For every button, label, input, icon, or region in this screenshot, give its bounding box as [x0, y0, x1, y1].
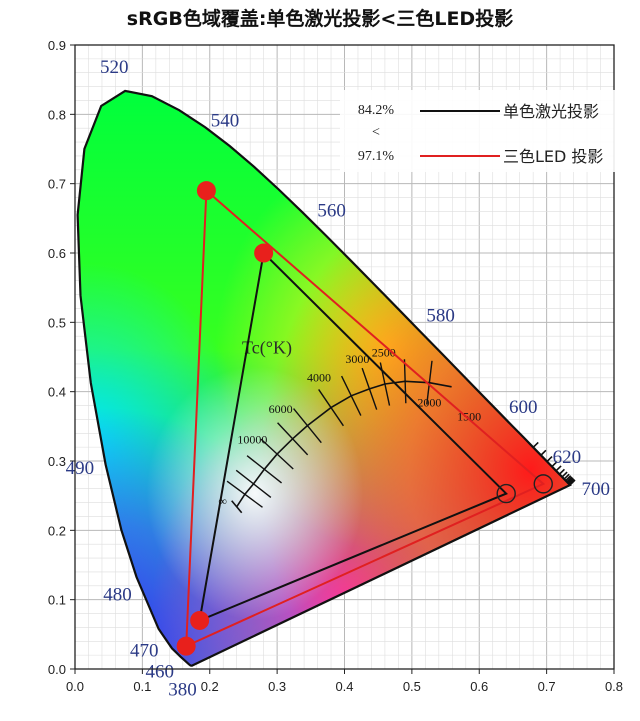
gamut-triangle-led [185, 188, 546, 648]
x-tick-label: 0.8 [605, 679, 623, 694]
spectral-locus-outline [76, 89, 572, 667]
locus-tick [565, 475, 572, 482]
x-tick-label: 0.6 [470, 679, 488, 694]
y-tick-label: 0.9 [48, 38, 66, 53]
y-tick-label: 0.5 [48, 315, 66, 330]
iso-temperature-line [277, 422, 309, 456]
locus-tick [532, 441, 539, 448]
chart-title: sRGB色域覆盖:单色激光投影<三色LED投影 [127, 7, 513, 30]
legend-background [340, 90, 632, 172]
primary-point-led [176, 636, 196, 656]
planckian-curve [236, 380, 452, 508]
wavelength-label-620: 620 [553, 447, 582, 468]
iso-temperature-line [403, 359, 407, 404]
temperature-label-10000: 10000 [237, 432, 267, 446]
y-tick-label: 0.0 [48, 662, 66, 677]
locus-tick [567, 477, 574, 484]
y-tick-label: 0.2 [48, 523, 66, 538]
x-tick-label: 0.4 [335, 679, 353, 694]
primary-point-led [533, 474, 553, 494]
locus-tick [540, 449, 547, 456]
y-tick-label: 0.4 [48, 385, 66, 400]
locus-tick [546, 456, 553, 463]
wavelength-label-580: 580 [426, 305, 455, 326]
plot-axes: 0.0 0.1 0.2 0.3 0.4 0.5 0.6 0.7 0.8 0.0 0.1 0.2 0.3 0… [48, 38, 623, 694]
wavelength-label-560: 560 [317, 201, 346, 222]
temperature-label-6000: 6000 [269, 402, 293, 416]
wavelength-label-470: 470 [130, 641, 159, 662]
gamut-triangles [176, 181, 553, 656]
annotation-line: 97.1% [358, 149, 395, 164]
planck-end-cap [231, 500, 243, 514]
wavelength-label-600: 600 [509, 397, 538, 418]
iso-temperature-line [260, 438, 294, 470]
wavelength-label-480: 480 [103, 585, 132, 606]
iso-temperature-line [426, 360, 433, 405]
x-tick-label: 0.0 [66, 679, 84, 694]
wavelength-label-540: 540 [211, 110, 240, 131]
x-tick-label: 0.5 [403, 679, 421, 694]
annotation-line: < [372, 125, 380, 140]
wavelength-label-700: 700 [581, 479, 610, 500]
locus-tick [569, 479, 576, 486]
locus-tick [561, 471, 568, 478]
x-tick-label: 0.3 [268, 679, 286, 694]
y-tick-label: 0.7 [48, 177, 66, 192]
iso-temperature-line [226, 480, 263, 508]
infinity-label: ∞ [218, 494, 227, 508]
wavelength-label-380: 380 [168, 680, 197, 701]
locus-tick [555, 465, 562, 472]
locus-tick [558, 468, 565, 475]
y-tick-label: 0.8 [48, 107, 66, 122]
y-tick-label: 0.3 [48, 454, 66, 469]
primary-point-led [196, 181, 216, 201]
x-tick-label: 0.2 [201, 679, 219, 694]
iso-temperature-line [318, 389, 344, 427]
temperature-label-4000: 4000 [307, 371, 331, 385]
gamut-triangle-laser [198, 250, 508, 623]
primary-point-laser [190, 610, 210, 630]
wavelength-label-520: 520 [100, 57, 129, 78]
annotation-line: 84.2% [358, 103, 395, 118]
iso-temperature-line [246, 455, 283, 484]
iso-temperature-line [361, 367, 378, 410]
spectral-locus-ticks [532, 441, 576, 486]
temperature-label-3000: 3000 [345, 352, 369, 366]
wavelength-label-490: 490 [66, 458, 95, 479]
primary-point-laser [496, 483, 516, 504]
tc-label: Tc(°K) [242, 338, 292, 359]
wavelength-label-460: 460 [145, 661, 174, 682]
iso-temperature-line [340, 375, 362, 416]
iso-temperature-line [235, 469, 272, 498]
temperature-label-2000: 2000 [417, 396, 441, 410]
x-tick-label: 0.7 [538, 679, 556, 694]
y-tick-label: 0.1 [48, 593, 66, 608]
y-tick-label: 0.6 [48, 246, 66, 261]
locus-tick [551, 461, 558, 468]
locus-tick [566, 476, 573, 483]
legend-label: 三色LED 投影 [503, 147, 603, 166]
legend-label: 单色激光投影 [503, 102, 599, 121]
x-tick-label: 0.1 [133, 679, 151, 694]
iso-temperature-line [293, 408, 322, 444]
locus-tick [563, 473, 570, 480]
primary-point-laser [254, 243, 274, 263]
